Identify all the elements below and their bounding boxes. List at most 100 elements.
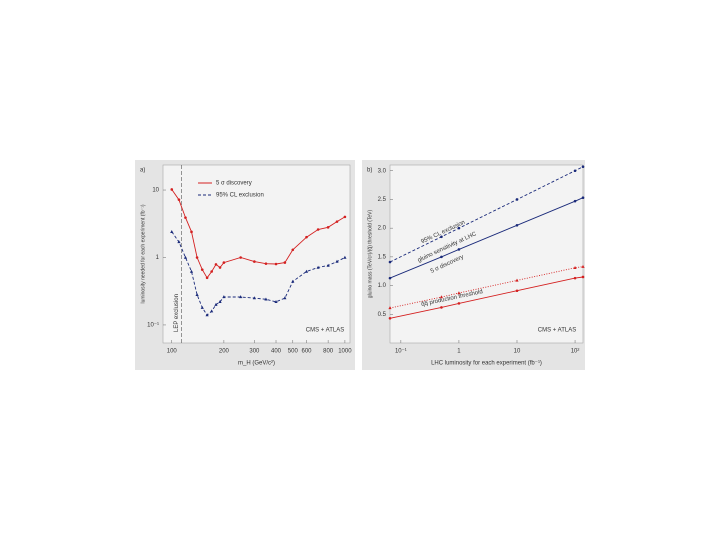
marker	[388, 276, 392, 280]
marker	[222, 261, 226, 264]
marker	[316, 265, 320, 269]
y-tick-label: 1.5	[378, 254, 387, 260]
marker	[440, 235, 443, 239]
x-tick-label: 10	[514, 349, 521, 355]
marker	[274, 262, 278, 266]
marker	[440, 255, 443, 259]
y-tick-label: 1.0	[378, 283, 387, 289]
marker	[264, 262, 268, 265]
marker	[205, 313, 209, 317]
y-tick-label: 2.0	[378, 226, 387, 232]
marker	[222, 295, 226, 299]
marker	[239, 295, 243, 299]
x-tick-label: 300	[249, 349, 260, 355]
marker	[177, 198, 181, 201]
marker	[515, 289, 519, 293]
y-tick-label: 10⁻¹	[147, 323, 159, 329]
x-tick-label: 1	[457, 349, 461, 355]
marker	[388, 306, 392, 310]
marker	[335, 220, 339, 223]
series-line	[389, 166, 584, 263]
x-tick-label: 600	[301, 349, 312, 355]
marker	[195, 256, 199, 259]
marker	[214, 263, 218, 266]
marker	[326, 226, 330, 229]
y-axis-label: luminosity needed for each experiment (f…	[140, 204, 146, 303]
marker	[304, 269, 309, 273]
annotation: CMS + ATLAS	[306, 328, 344, 334]
panel-label: b)	[367, 168, 372, 174]
exclusion-label: LEP exclusion	[174, 294, 180, 332]
marker	[326, 263, 330, 267]
marker	[316, 228, 320, 231]
x-tick-label: 100	[167, 349, 178, 355]
x-axis-label: LHC luminosity for each experiment (fb⁻¹…	[431, 361, 542, 367]
x-tick-label: 10⁻¹	[395, 349, 407, 355]
x-tick-label: 10²	[571, 349, 580, 355]
marker	[343, 255, 347, 259]
marker	[200, 305, 204, 309]
marker	[200, 268, 204, 271]
y-tick-label: 10	[152, 188, 159, 194]
x-tick-label: 800	[323, 349, 334, 355]
marker	[573, 199, 577, 203]
y-tick-label: 1	[156, 255, 160, 261]
marker	[581, 264, 585, 268]
marker	[274, 300, 278, 304]
x-tick-label: 500	[288, 349, 299, 355]
marker	[183, 255, 188, 259]
marker	[283, 261, 287, 264]
marker	[343, 215, 347, 219]
series-line	[171, 231, 346, 316]
marker	[573, 276, 577, 280]
marker	[195, 292, 199, 296]
marker	[515, 198, 519, 201]
marker	[457, 226, 461, 230]
series-line	[171, 189, 346, 279]
y-tick-label: 2.5	[378, 197, 387, 203]
marker	[515, 278, 519, 282]
legend-label: 5 σ discovery	[216, 181, 252, 187]
plot-area	[389, 164, 584, 344]
marker	[239, 256, 242, 259]
marker	[388, 260, 392, 264]
marker	[184, 216, 187, 219]
series-line	[389, 276, 584, 319]
marker	[190, 230, 193, 234]
marker	[210, 309, 214, 313]
marker	[573, 265, 577, 269]
marker	[218, 266, 222, 269]
marker	[291, 279, 295, 283]
marker	[170, 188, 174, 191]
marker	[177, 240, 181, 244]
y-axis-label: gluino mass (TeV/c²)/(q̃) threshold (TeV…	[367, 209, 373, 298]
marker	[439, 295, 444, 299]
annotation: CMS + ATLAS	[538, 328, 576, 334]
legend-label: 95% CL exclusion	[216, 193, 264, 199]
marker	[218, 300, 222, 304]
marker	[214, 302, 218, 306]
y-tick-label: 3.0	[378, 168, 387, 174]
marker	[457, 291, 461, 295]
x-axis-label: m_H (GeV/c²)	[238, 361, 275, 367]
marker	[210, 270, 213, 273]
x-tick-label: 400	[271, 349, 282, 355]
marker	[189, 269, 194, 273]
x-tick-label: 200	[219, 349, 230, 355]
marker	[573, 169, 577, 173]
marker	[283, 296, 287, 300]
marker	[252, 296, 256, 300]
marker	[515, 223, 519, 227]
marker	[264, 297, 268, 301]
marker	[457, 302, 461, 305]
marker	[440, 306, 443, 309]
plot-area	[162, 164, 351, 344]
marker	[581, 275, 585, 279]
marker	[581, 196, 585, 200]
marker	[581, 165, 585, 169]
marker	[253, 260, 256, 263]
series-line	[389, 266, 584, 309]
marker	[170, 230, 174, 234]
